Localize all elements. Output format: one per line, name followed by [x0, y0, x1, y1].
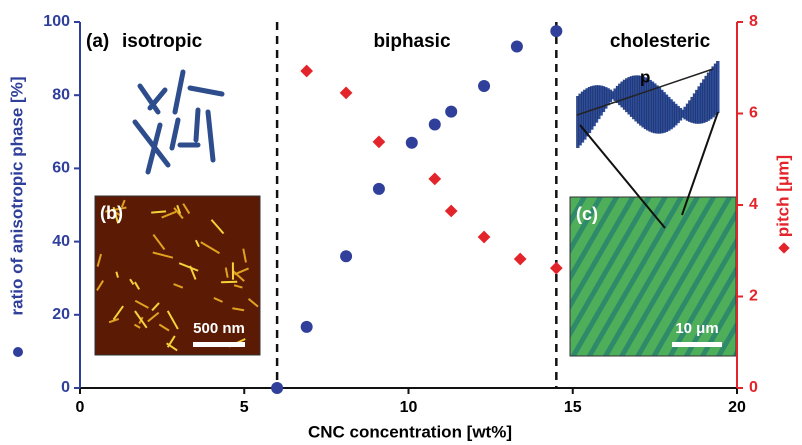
point — [514, 253, 527, 266]
point — [340, 87, 353, 100]
point — [511, 41, 523, 53]
inset-label: (b) — [100, 203, 123, 223]
y2-tick-label: 4 — [749, 196, 758, 213]
point — [373, 136, 386, 149]
point — [478, 231, 491, 244]
rods — [135, 72, 222, 172]
afm-rod — [221, 282, 237, 283]
panel-label: (a) — [86, 31, 109, 52]
point — [550, 262, 563, 275]
point — [445, 205, 458, 218]
y2-axis-label: pitch [μm] — [773, 155, 792, 237]
y-tick-label: 20 — [52, 306, 70, 323]
point — [300, 65, 313, 78]
region-label: cholesteric — [610, 31, 711, 52]
point — [406, 137, 418, 149]
region-label: biphasic — [373, 31, 451, 52]
y2-tick-label: 0 — [749, 379, 758, 396]
afm-rod — [151, 211, 166, 212]
y-tick-label: 40 — [52, 233, 70, 250]
x-tick-label: 10 — [400, 399, 418, 416]
y2-tick-label: 2 — [749, 288, 758, 305]
chart: (b) 500 nm (c) 10 μm p (a) isotropic bip… — [0, 0, 802, 445]
point — [340, 250, 352, 262]
legend-marker — [778, 242, 789, 253]
x-tick-label: 5 — [240, 399, 249, 416]
point — [478, 80, 490, 92]
point — [373, 183, 385, 195]
point — [429, 118, 441, 130]
y-tick-label: 60 — [52, 160, 70, 177]
y2-tick-label: 6 — [749, 105, 758, 122]
point — [301, 321, 313, 333]
pitch-label: p — [640, 67, 650, 86]
x-tick-label: 20 — [728, 399, 746, 416]
x-axis-label: CNC concentration [wt%] — [308, 422, 512, 441]
y2-tick-label: 8 — [749, 13, 758, 30]
y-axis-label: ratio of anisotropic phase [%] — [7, 77, 26, 316]
scale-bar-label: 10 μm — [675, 320, 718, 337]
y-tick-label: 100 — [43, 13, 70, 30]
inset-label: (c) — [576, 204, 598, 224]
point — [428, 173, 441, 186]
x-tick-label: 15 — [564, 399, 582, 416]
scale-bar — [672, 342, 722, 347]
y-tick-label: 80 — [52, 86, 70, 103]
legend-marker — [13, 347, 23, 357]
x-tick-label: 0 — [76, 399, 85, 416]
point — [271, 382, 283, 394]
point — [445, 106, 457, 118]
y-tick-label: 0 — [61, 379, 70, 396]
scale-bar — [193, 342, 245, 347]
scale-bar-label: 500 nm — [193, 320, 245, 337]
point — [550, 25, 562, 37]
region-label: isotropic — [122, 31, 203, 52]
